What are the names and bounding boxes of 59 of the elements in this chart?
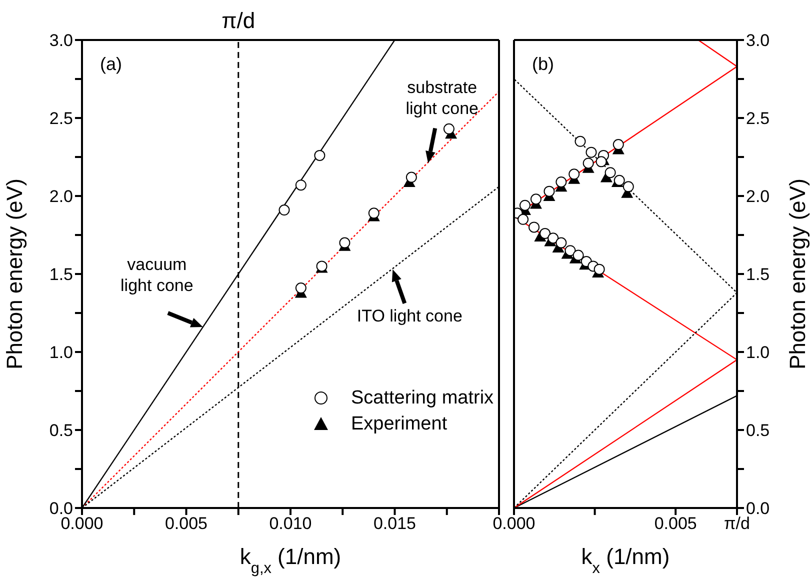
- legend-label: Scattering matrix: [351, 388, 494, 408]
- point: [278, 204, 290, 216]
- point: [586, 146, 597, 158]
- point: [540, 228, 551, 239]
- y-tick-label: 2.0: [746, 187, 770, 206]
- y-axis-title: Photon energy (eV): [2, 178, 26, 370]
- legend-label: Experiment: [351, 414, 448, 434]
- annotation: (b): [532, 54, 554, 74]
- annotation: substrate light cone: [406, 78, 478, 118]
- point: [622, 181, 634, 192]
- point: [604, 167, 616, 178]
- x-axis-title: k$_{x}$ (1/nm): [581, 544, 670, 576]
- annotation: ITO light cone: [356, 306, 462, 326]
- x-tick-label: 0.010: [269, 514, 312, 534]
- y-tick-label: 1.5: [49, 265, 73, 284]
- point: [612, 139, 624, 150]
- y-tick-label: 3.0: [49, 31, 73, 50]
- x-tick-label: π/d: [724, 514, 750, 534]
- y-tick-label: 1.0: [746, 343, 770, 362]
- x-tick-label: 0.015: [373, 514, 416, 534]
- point: [544, 186, 555, 197]
- point: [568, 168, 580, 180]
- point: [556, 176, 567, 188]
- point: [443, 123, 454, 134]
- point: [406, 172, 417, 183]
- y-axis-title: Photon energy (eV): [784, 178, 810, 370]
- point: [548, 232, 559, 244]
- point: [519, 200, 530, 211]
- x-tick-label: 0.005: [164, 514, 208, 534]
- point: [295, 180, 306, 191]
- y-tick-label: 1.5: [746, 265, 770, 284]
- point: [339, 237, 350, 248]
- x-tick-label: 0.005: [654, 514, 697, 534]
- x-tick-label: 0.000: [492, 514, 536, 534]
- y-tick-label: 2.5: [746, 109, 770, 128]
- point: [614, 174, 625, 186]
- point: [556, 237, 567, 248]
- point: [582, 158, 594, 169]
- point: [572, 250, 584, 261]
- point: [564, 245, 576, 256]
- y-tick-label: 0.5: [746, 421, 770, 440]
- ref-line-label: π/d: [222, 8, 256, 33]
- point: [314, 150, 326, 161]
- point: [295, 282, 306, 294]
- y-tick-label: 2.5: [49, 109, 73, 128]
- point: [594, 264, 605, 275]
- point: [368, 208, 380, 219]
- x-axis-title: k$_{g,x}$ (1/nm): [240, 544, 342, 576]
- annotation: vacuum light cone: [120, 255, 194, 296]
- point: [530, 194, 542, 205]
- y-tick-label: 3.0: [746, 31, 770, 50]
- annotation: (a): [100, 54, 122, 74]
- y-tick-label: 0.5: [49, 421, 73, 440]
- y-tick-label: 2.0: [49, 187, 73, 206]
- point: [518, 214, 529, 225]
- point: [596, 156, 607, 168]
- y-tick-label: 1.0: [49, 343, 73, 362]
- point: [528, 222, 540, 233]
- point: [574, 136, 586, 147]
